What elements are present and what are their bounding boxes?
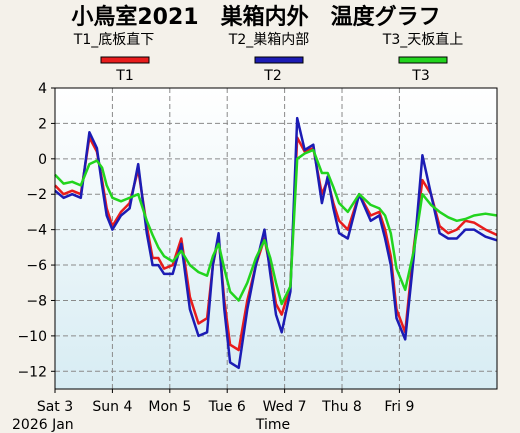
legend-name-t3: T3 [411,68,429,84]
x-tick-label: Wed 7 [263,399,307,415]
legend-description-t1: T1_底板直下 [73,31,154,48]
x-tick-label: Sun 4 [92,399,132,415]
y-tick-label: 4 [38,81,47,97]
y-tick-label: −8 [26,293,47,309]
y-axis: 4 2 0 −2 −4 −6 −8 −10 −12 [17,81,55,380]
y-tick-label: −10 [17,329,47,345]
legend-description-t3: T3_天板直上 [382,31,463,48]
legend-name-t2: T2 [263,68,281,84]
x-axis: Sat 3 Sun 4 Mon 5 Tue 6 Wed 7 Thu 8 Fri 9 [37,389,414,415]
plot-frame [54,87,498,390]
x-tick-label: Sat 3 [37,399,73,415]
legend-description-t2: T2_巣箱内部 [228,32,309,48]
chart-title: 小鳥室2021 巣箱内外 温度グラフ [71,4,440,30]
grid [54,87,497,389]
y-tick-label: −6 [26,258,47,274]
y-tick-label: −2 [26,187,47,203]
y-tick-label: −4 [26,223,47,239]
x-tick-label: Fri 9 [384,399,414,415]
series-line-t3 [54,148,498,306]
x-tick-label: Tue 6 [208,399,246,415]
plot-area [55,88,497,389]
legend: T1_底板直下 T2_巣箱内部 T3_天板直上 T1 T2 T3 [73,31,463,84]
year-month-label: 2026 Jan [12,417,74,433]
legend-swatch-t3 [398,56,448,64]
legend-swatch-t1 [100,56,150,64]
y-tick-label: −12 [17,364,47,380]
legend-swatch-t2 [254,56,304,64]
y-tick-label: 2 [38,116,47,132]
x-tick-label: Mon 5 [148,399,191,415]
y-tick-label: 0 [38,152,47,168]
series-lines [54,116,498,370]
legend-name-t1: T1 [115,68,133,84]
x-tick-label: Thu 8 [321,399,362,415]
x-axis-label: Time [255,417,290,433]
